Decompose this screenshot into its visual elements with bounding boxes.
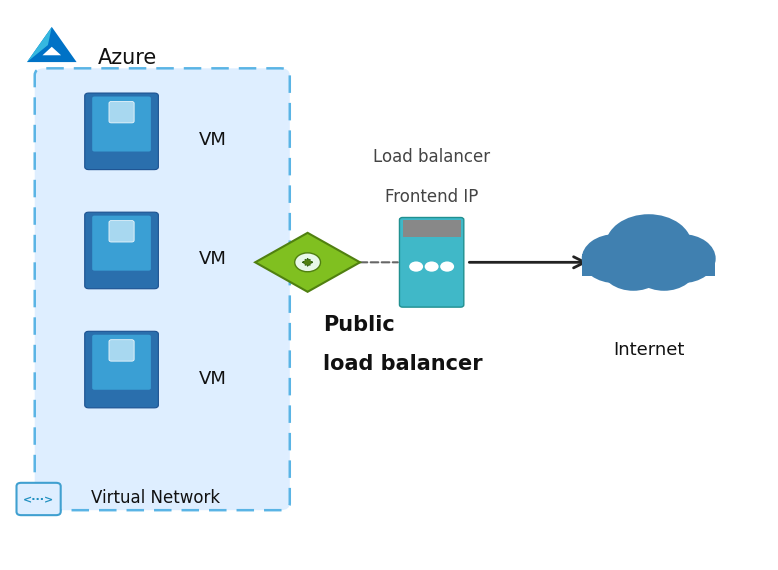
Text: Virtual Network: Virtual Network xyxy=(90,488,219,507)
FancyBboxPatch shape xyxy=(114,368,129,378)
Text: Load balancer: Load balancer xyxy=(373,148,490,166)
Circle shape xyxy=(632,244,696,291)
Circle shape xyxy=(601,244,665,291)
Text: Internet: Internet xyxy=(613,341,685,359)
Circle shape xyxy=(425,262,439,272)
FancyBboxPatch shape xyxy=(35,68,289,510)
Text: VM: VM xyxy=(199,250,227,268)
FancyBboxPatch shape xyxy=(102,378,142,381)
Text: Frontend IP: Frontend IP xyxy=(385,188,478,206)
FancyBboxPatch shape xyxy=(114,130,129,140)
Text: <···>: <···> xyxy=(23,495,54,506)
FancyBboxPatch shape xyxy=(399,218,464,307)
Polygon shape xyxy=(27,27,76,62)
FancyBboxPatch shape xyxy=(93,335,151,390)
FancyBboxPatch shape xyxy=(402,220,461,237)
Text: VM: VM xyxy=(199,131,227,149)
FancyBboxPatch shape xyxy=(109,340,134,361)
FancyBboxPatch shape xyxy=(102,140,142,143)
FancyBboxPatch shape xyxy=(93,96,151,152)
FancyBboxPatch shape xyxy=(109,221,134,242)
FancyBboxPatch shape xyxy=(85,331,159,408)
Text: VM: VM xyxy=(199,369,227,388)
Polygon shape xyxy=(27,27,52,62)
Polygon shape xyxy=(255,233,360,292)
FancyBboxPatch shape xyxy=(102,259,142,262)
Circle shape xyxy=(605,214,692,278)
FancyBboxPatch shape xyxy=(114,249,129,259)
Circle shape xyxy=(295,253,321,272)
FancyBboxPatch shape xyxy=(85,212,159,289)
FancyBboxPatch shape xyxy=(85,93,159,170)
Text: load balancer: load balancer xyxy=(323,355,482,374)
Polygon shape xyxy=(43,47,61,55)
Circle shape xyxy=(304,260,311,265)
FancyBboxPatch shape xyxy=(583,254,715,276)
FancyBboxPatch shape xyxy=(16,483,61,515)
Circle shape xyxy=(409,262,423,272)
Circle shape xyxy=(582,234,649,283)
FancyBboxPatch shape xyxy=(109,101,134,123)
FancyBboxPatch shape xyxy=(93,215,151,271)
Circle shape xyxy=(440,262,454,272)
Text: Public: Public xyxy=(323,315,395,335)
Circle shape xyxy=(649,234,716,283)
Text: Azure: Azure xyxy=(98,48,157,68)
